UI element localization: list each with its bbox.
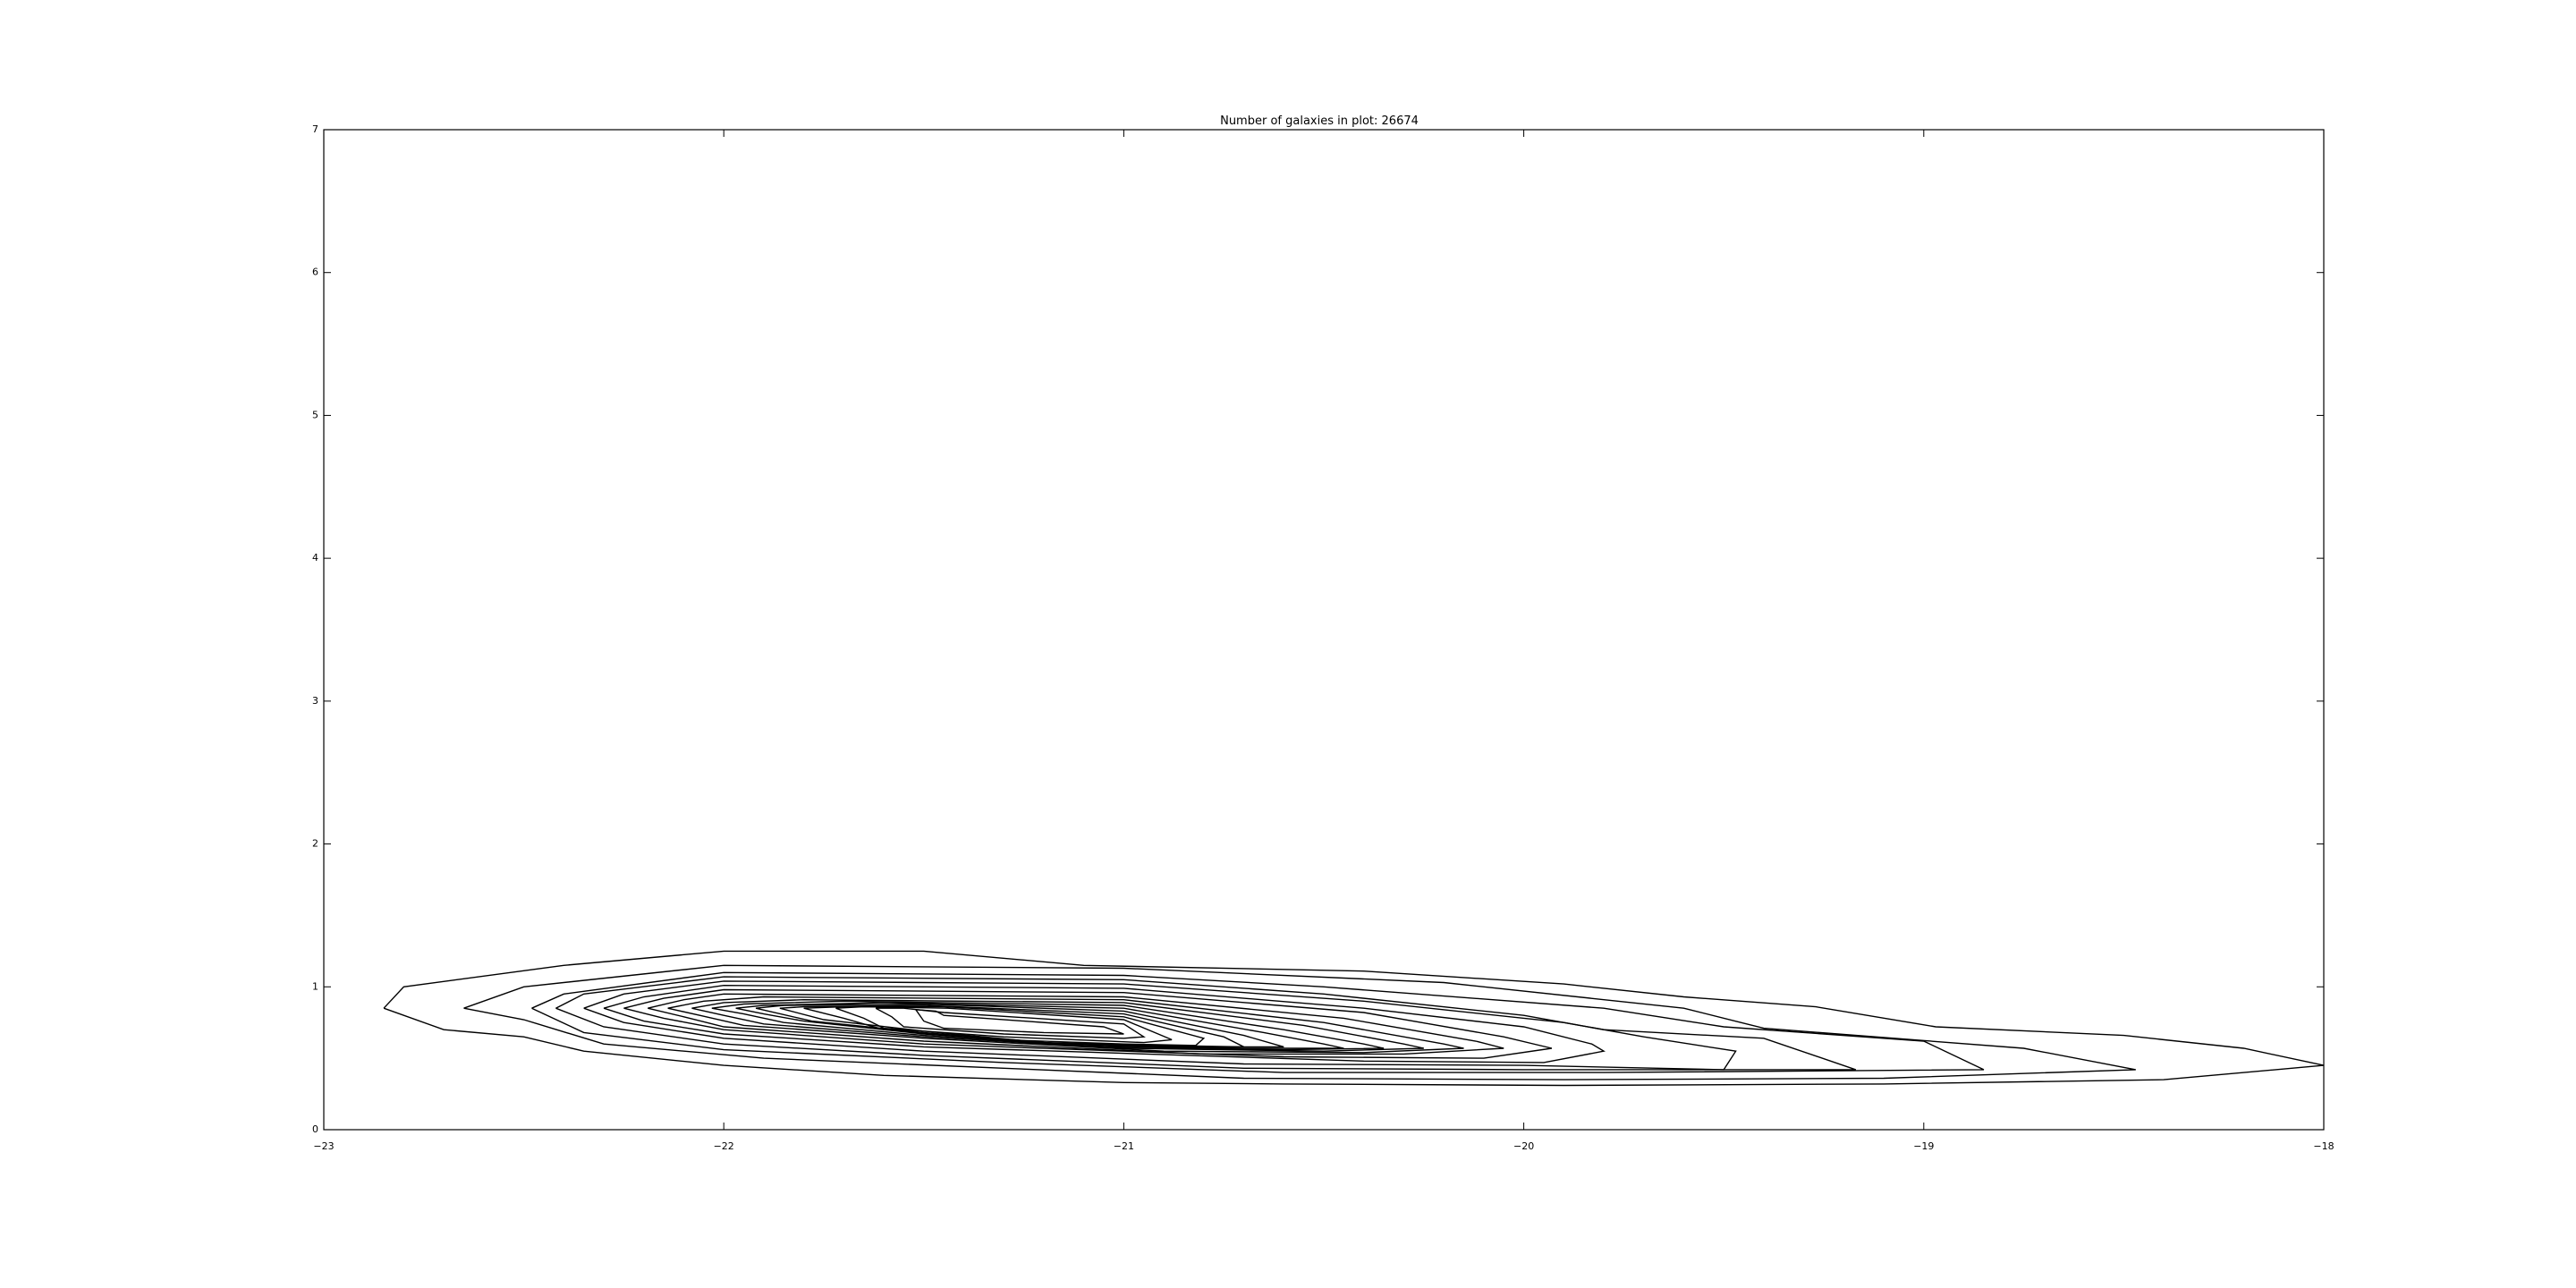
contour-level-6 xyxy=(603,984,1606,1063)
y-tick-label: 5 xyxy=(312,409,318,420)
x-tick-label: −20 xyxy=(1513,1140,1534,1152)
contour-level-10 xyxy=(691,998,1424,1052)
y-tick-label: 3 xyxy=(312,695,318,707)
contour-level-16 xyxy=(835,1005,1173,1044)
contour-level-18 xyxy=(915,1009,1124,1035)
contour-level-2 xyxy=(463,964,2136,1080)
chart-title: Number of galaxies in plot: 26674 xyxy=(1220,114,1419,128)
contour-level-11 xyxy=(711,1000,1385,1051)
y-tick-label: 4 xyxy=(312,552,318,564)
y-tick-label: 1 xyxy=(312,980,318,992)
y-tick-labels: 0 1 2 3 4 5 6 7 xyxy=(312,123,318,1135)
contour-level-15 xyxy=(803,1005,1206,1046)
x-tick-label: −22 xyxy=(714,1140,734,1152)
plot-frame xyxy=(323,129,2325,1131)
contour-level-4 xyxy=(555,976,1857,1071)
x-tick-label: −19 xyxy=(1913,1140,1934,1152)
contour-lines xyxy=(383,950,2325,1087)
y-tick-label: 2 xyxy=(312,838,318,850)
contour-level-14 xyxy=(779,1004,1244,1048)
contour-level-7 xyxy=(623,988,1553,1059)
contour-level-9 xyxy=(667,996,1464,1054)
contour-level-8 xyxy=(648,993,1504,1055)
y-tick-label: 7 xyxy=(312,123,318,135)
contour-level-1 xyxy=(383,950,2325,1087)
contour-level-3 xyxy=(531,971,1985,1073)
contour-level-12 xyxy=(735,1002,1344,1049)
x-tick-label: −23 xyxy=(313,1140,334,1152)
x-tick-label: −21 xyxy=(1114,1140,1134,1152)
x-tick-label: −18 xyxy=(2313,1140,2334,1152)
y-tick-label: 0 xyxy=(312,1123,318,1135)
contour-level-5 xyxy=(583,980,1737,1071)
y-tick-label: 6 xyxy=(312,267,318,278)
x-tick-labels: −23 −22 −21 −20 −19 −18 xyxy=(313,1140,2334,1152)
